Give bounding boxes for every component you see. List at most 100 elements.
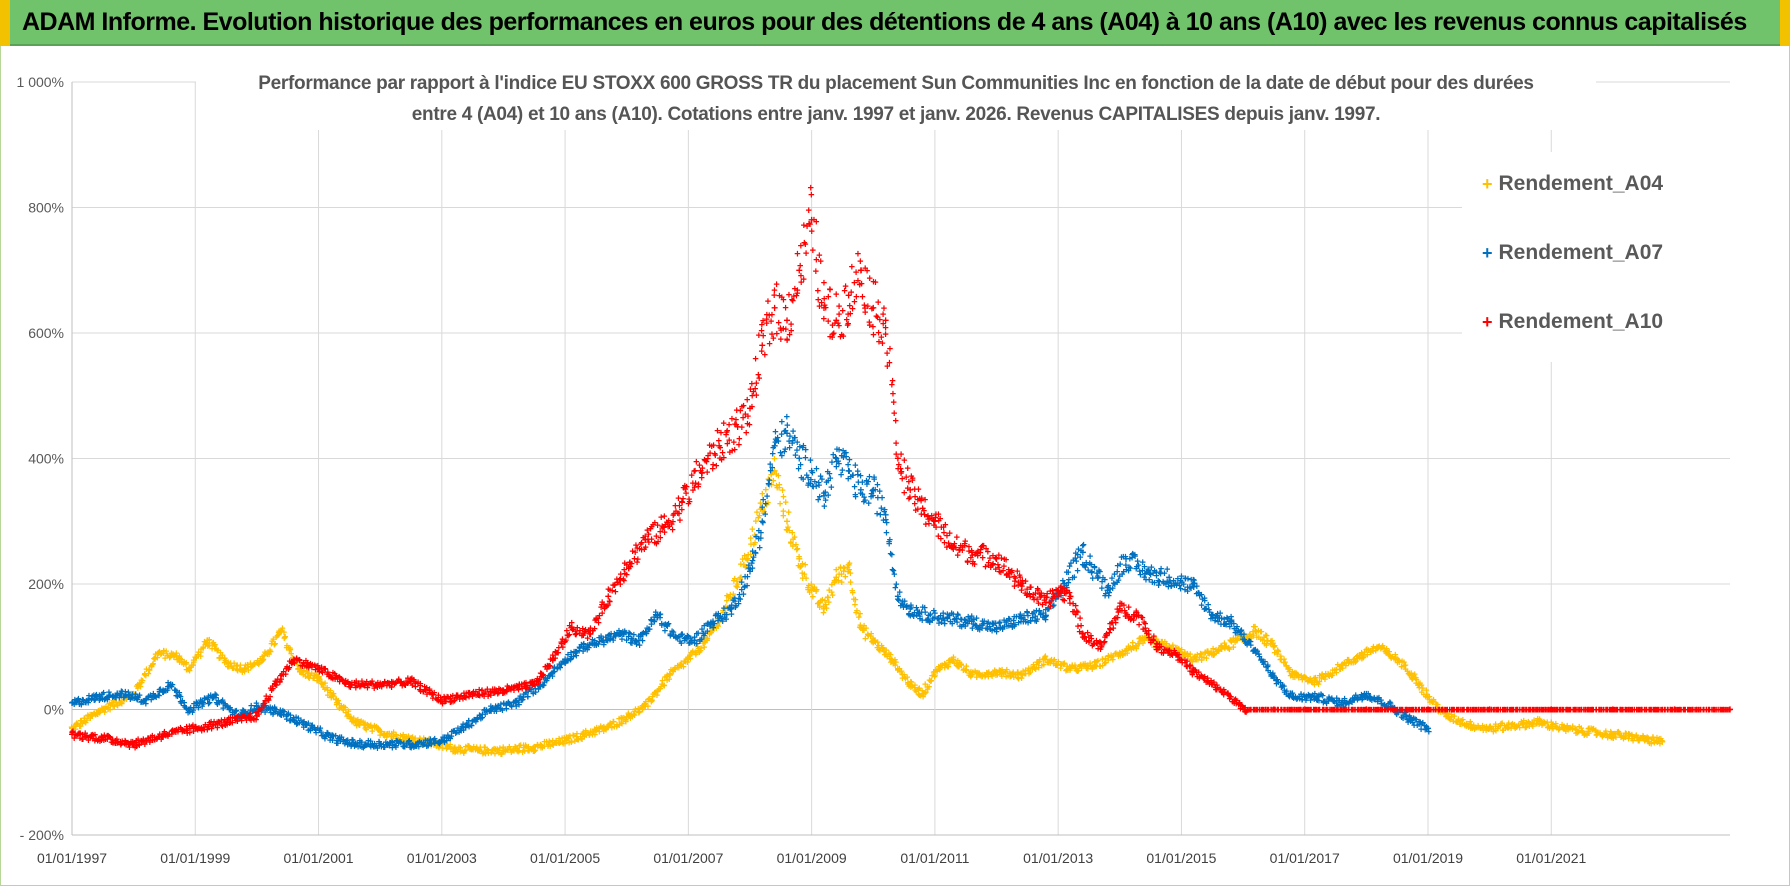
data-point: + [623,714,629,726]
data-point: + [295,664,301,676]
banner-accent-right [1780,0,1790,46]
data-point: + [401,731,408,745]
data-point: + [1394,652,1401,666]
data-point: + [102,704,108,716]
data-point: + [448,744,454,756]
data-point: + [262,647,268,659]
data-point: + [751,539,757,551]
data-point: + [136,678,142,690]
data-point: + [311,673,317,685]
data-point: + [204,638,210,650]
data-point: + [181,656,187,668]
data-point: + [1157,641,1163,653]
data-point: + [409,734,415,746]
data-point: + [1084,660,1090,672]
data-point: + [560,739,566,751]
data-point: + [573,731,579,743]
data-point: + [131,689,137,701]
x-tick-label: 01/01/2011 [900,850,969,866]
data-point: + [1198,655,1204,667]
data-point: + [497,743,503,755]
data-point: + [355,714,361,726]
data-point: + [151,654,157,666]
data-point: + [205,641,211,653]
y-tick-label: 200% [28,576,64,592]
data-point: + [78,721,84,733]
data-point: + [268,639,274,651]
data-point: + [1042,652,1048,664]
data-point: + [749,524,755,536]
data-point: + [168,648,174,660]
data-point: + [936,664,942,676]
data-point: + [335,696,341,708]
data-point: + [859,625,865,637]
data-point: + [1042,651,1048,663]
data-point: + [898,666,904,678]
data-point: + [889,376,895,388]
data-point: + [1065,665,1071,677]
data-point: + [386,729,392,741]
data-point: + [846,558,852,570]
data-point: + [799,573,805,585]
data-point: + [614,719,620,731]
data-point: + [535,741,541,753]
data-point: + [688,648,694,660]
data-point: + [1179,645,1185,657]
title-banner: ADAM Informe. Evolution historique des p… [0,0,1790,46]
data-point: + [860,624,866,636]
data-point: + [833,564,839,576]
data-point: + [847,577,853,589]
data-point: + [788,538,794,550]
data-point: + [410,734,416,746]
data-point: + [452,742,458,754]
data-point: + [977,669,983,681]
data-point: + [618,712,624,724]
data-point: + [676,663,682,675]
data-point: + [313,671,319,683]
data-point: + [545,740,551,752]
data-point: + [218,653,224,665]
data-point: + [966,670,972,682]
data-point: + [1027,667,1033,679]
data-point: + [657,684,663,696]
data-point: + [837,563,843,575]
data-point: + [1131,643,1137,655]
data-point: + [742,561,748,573]
data-point: + [646,694,652,706]
data-point: + [316,671,322,683]
data-point: + [474,746,480,758]
data-point: + [276,626,282,638]
data-point: + [652,687,658,699]
y-tick-label: - 200% [20,827,64,843]
data-point: + [1113,649,1119,661]
data-point: + [1048,655,1054,667]
data-point: + [756,510,762,522]
data-point: + [158,649,164,661]
data-point: + [383,732,389,744]
data-point: + [538,743,544,755]
data-point: + [881,303,887,315]
data-point: + [1116,646,1123,660]
data-point: + [986,667,992,679]
data-point: + [423,737,429,749]
data-point: + [922,679,928,691]
data-point: + [1120,649,1126,661]
data-point: + [958,659,964,671]
data-point: + [908,677,914,689]
data-point: + [297,666,303,678]
y-tick-label: 400% [28,451,64,467]
data-point: + [1051,655,1057,667]
data-point: + [425,737,431,749]
data-point: + [640,705,646,717]
data-point: + [1018,668,1024,680]
data-point: + [1535,715,1542,729]
data-point: + [566,737,572,749]
data-point: + [1108,652,1114,664]
data-point: + [1133,642,1139,654]
data-point: + [769,466,775,478]
data-point: + [1012,670,1018,682]
data-point: + [857,620,863,632]
data-point: + [761,506,767,518]
data-point: + [627,713,633,725]
data-point: + [956,661,962,673]
